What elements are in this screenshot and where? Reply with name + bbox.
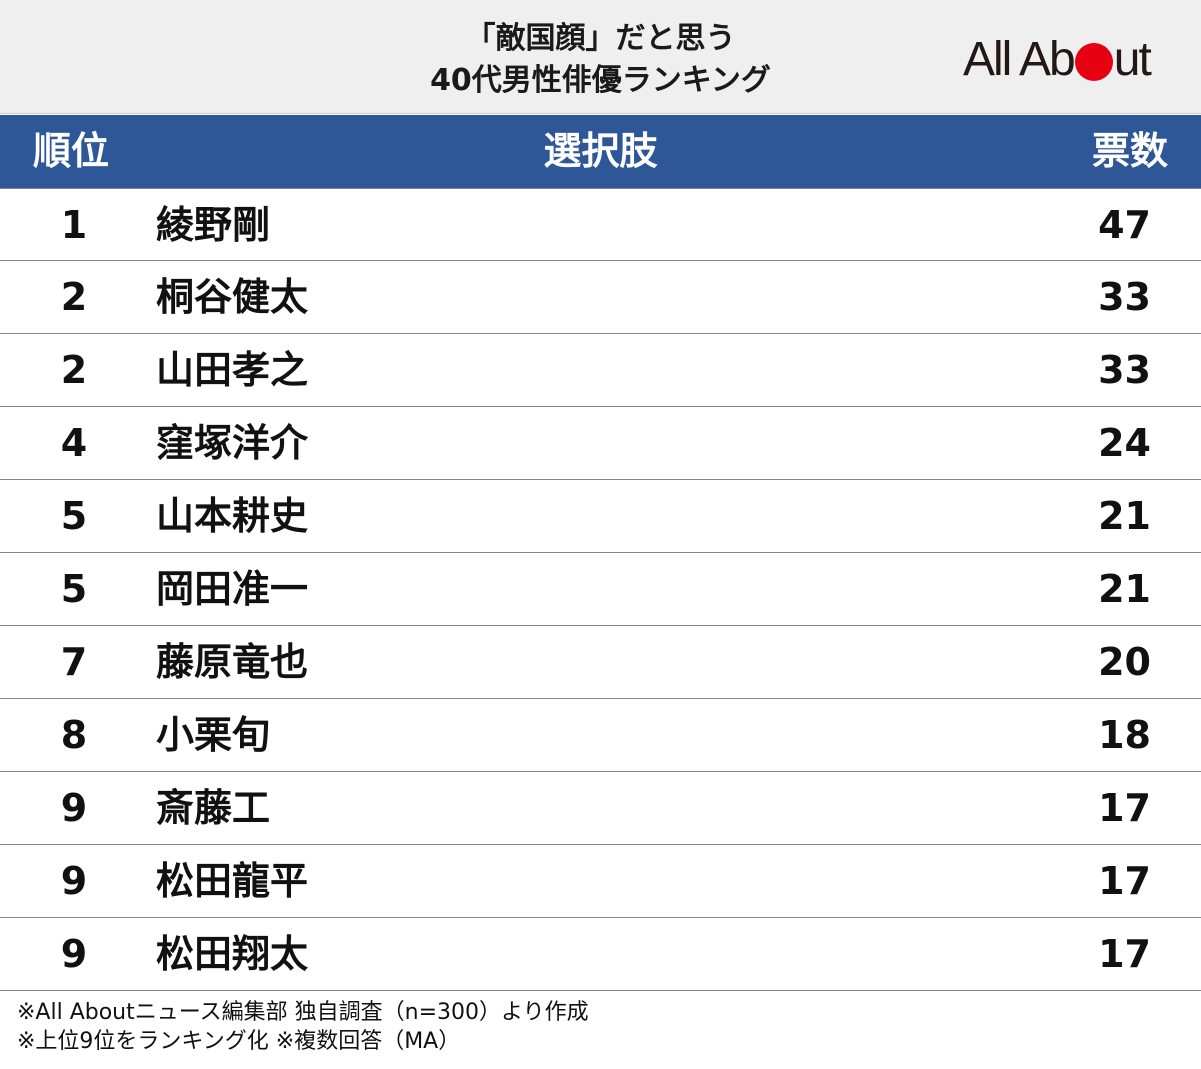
rank-cell: 9 bbox=[60, 932, 88, 976]
rank-cell: 9 bbox=[60, 786, 88, 830]
rank-cell: 5 bbox=[60, 494, 88, 538]
name-cell: 山本耕史 bbox=[156, 494, 309, 538]
logo-text-start: All Ab bbox=[963, 32, 1076, 86]
votes-cell: 21 bbox=[1098, 567, 1151, 611]
footnote-method: ※上位9位をランキング化 ※複数回答（MA） bbox=[17, 1029, 461, 1054]
title-band: 「敵国顔」だと思う 40代男性俳優ランキング All Ab ut bbox=[0, 0, 1201, 114]
rank-cell: 7 bbox=[60, 640, 88, 684]
name-cell: 岡田准一 bbox=[156, 567, 309, 611]
table-header: 選択肢 順位 票数 bbox=[0, 115, 1201, 188]
votes-cell: 17 bbox=[1098, 859, 1151, 903]
rank-cell: 1 bbox=[60, 203, 88, 247]
name-cell: 松田龍平 bbox=[156, 859, 309, 903]
votes-cell: 47 bbox=[1098, 203, 1151, 247]
table-row: 7 藤原竜也 20 bbox=[0, 626, 1201, 699]
chart-title: 「敵国顔」だと思う 40代男性俳優ランキング bbox=[0, 18, 1201, 102]
name-cell: 松田翔太 bbox=[156, 932, 309, 976]
rank-cell: 2 bbox=[60, 275, 88, 319]
name-cell: 綾野剛 bbox=[156, 203, 271, 247]
votes-cell: 33 bbox=[1098, 348, 1151, 392]
rank-cell: 9 bbox=[60, 859, 88, 903]
rank-cell: 5 bbox=[60, 567, 88, 611]
allabout-logo: All Ab ut bbox=[963, 32, 1152, 86]
votes-cell: 17 bbox=[1098, 786, 1151, 830]
logo-red-dot-icon bbox=[1074, 43, 1113, 81]
votes-cell: 24 bbox=[1098, 421, 1151, 465]
name-cell: 山田孝之 bbox=[156, 348, 309, 392]
name-cell: 小栗旬 bbox=[156, 713, 271, 757]
votes-cell: 18 bbox=[1098, 713, 1151, 757]
table-row: 1 綾野剛 47 bbox=[0, 188, 1201, 261]
header-votes: 票数 bbox=[1091, 129, 1168, 173]
title-line-2: 40代男性俳優ランキング bbox=[430, 63, 771, 98]
ranking-table: 1 綾野剛 47 2 桐谷健太 33 2 山田孝之 33 4 窪塚洋介 24 5 山本耕史 21 5 岡田准一 2… bbox=[0, 188, 1201, 991]
name-cell: 藤原竜也 bbox=[156, 640, 309, 684]
table-row: 5 山本耕史 21 bbox=[0, 480, 1201, 553]
logo-text-end: ut bbox=[1113, 32, 1152, 86]
name-cell: 斎藤工 bbox=[156, 786, 271, 830]
header-choice: 選択肢 bbox=[543, 129, 658, 173]
table-row: 9 松田翔太 17 bbox=[0, 918, 1201, 991]
table-row: 2 桐谷健太 33 bbox=[0, 261, 1201, 334]
votes-cell: 17 bbox=[1098, 932, 1151, 976]
table-row: 8 小栗旬 18 bbox=[0, 699, 1201, 772]
title-line-1: 「敵国顔」だと思う bbox=[465, 21, 736, 56]
table-row: 2 山田孝之 33 bbox=[0, 334, 1201, 407]
votes-cell: 21 bbox=[1098, 494, 1151, 538]
header-rank: 順位 bbox=[33, 129, 110, 173]
votes-cell: 20 bbox=[1098, 640, 1151, 684]
footnotes: ※All Aboutニュース編集部 独自調査（n=300）より作成 ※上位9位を… bbox=[17, 998, 589, 1056]
table-row: 4 窪塚洋介 24 bbox=[0, 407, 1201, 480]
name-cell: 窪塚洋介 bbox=[156, 421, 309, 465]
rank-cell: 2 bbox=[60, 348, 88, 392]
footnote-source: ※All Aboutニュース編集部 独自調査（n=300）より作成 bbox=[17, 1000, 589, 1025]
table-row: 5 岡田准一 21 bbox=[0, 553, 1201, 626]
table-row: 9 松田龍平 17 bbox=[0, 845, 1201, 918]
votes-cell: 33 bbox=[1098, 275, 1151, 319]
table-row: 9 斎藤工 17 bbox=[0, 772, 1201, 845]
name-cell: 桐谷健太 bbox=[156, 275, 309, 319]
rank-cell: 4 bbox=[60, 421, 88, 465]
rank-cell: 8 bbox=[60, 713, 88, 757]
